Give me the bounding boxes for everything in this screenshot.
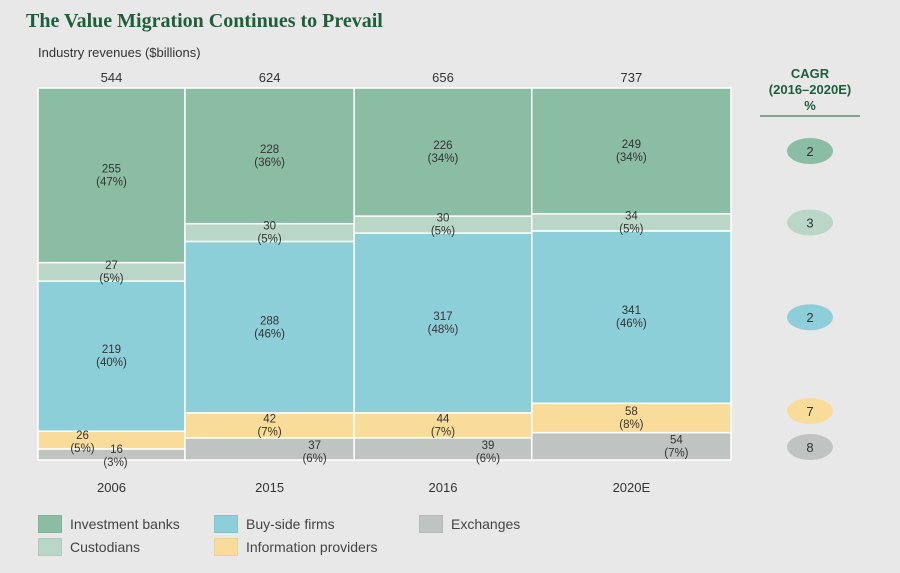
bar-segment [353,412,533,439]
data-label: 16 [110,444,123,456]
bar-segment [184,437,355,461]
legend-swatch [38,538,62,556]
legend: Investment banks Custodians Buy-side fir… [38,515,598,565]
data-label-pct: (7%) [664,448,688,460]
bar-segment [37,280,186,432]
data-label: 255 [102,163,121,175]
data-label-pct: (3%) [103,457,127,469]
column-total-label: 624 [259,70,281,85]
data-label: 228 [260,144,279,156]
data-label-pct: (7%) [431,426,455,438]
column-total-label: 656 [432,70,454,85]
data-label: 27 [105,260,118,272]
bar-segment [531,431,732,461]
cagr-value: 7 [806,404,813,419]
legend-swatch [38,515,62,533]
legend-label: Buy-side firms [246,516,335,532]
legend-item-custodians: Custodians [38,538,140,556]
chart-subtitle: Industry revenues ($billions) [38,45,201,60]
data-label: 58 [625,406,638,418]
legend-swatch [419,515,443,533]
data-label-pct: (40%) [96,357,127,369]
data-label-pct: (46%) [616,318,647,330]
column-total-label: 544 [101,70,123,85]
cagr-badge [787,434,833,460]
data-label-pct: (5%) [431,226,455,238]
x-tick-label: 2015 [255,480,284,495]
legend-label: Custodians [70,539,141,555]
data-label: 39 [482,440,495,452]
data-label-pct: (6%) [302,453,326,465]
legend-item-buy-side-firms: Buy-side firms [214,515,335,533]
data-label-pct: (47%) [96,176,127,188]
cagr-value: 3 [806,215,813,230]
data-label: 30 [437,213,450,225]
cagr-value: 8 [806,440,813,455]
legend-item-information-providers: Information providers [214,538,378,556]
bar-segment [531,402,732,434]
data-label: 42 [263,413,276,425]
cagr-badge [787,304,833,331]
data-label-pct: (34%) [616,152,647,164]
data-label: 37 [308,440,321,452]
data-label-pct: (8%) [619,419,643,431]
data-label: 249 [622,139,641,151]
cagr-badge [787,398,833,424]
data-label-pct: (36%) [254,157,285,169]
legend-label: Investment banks [70,516,180,532]
bar-segment [531,230,732,405]
column-total-label: 737 [621,70,643,85]
x-tick-label: 2020E [613,480,651,495]
data-label: 30 [263,221,276,233]
data-label-pct: (6%) [476,453,500,465]
cagr-header-line2: (2016–2020E) [769,82,851,97]
legend-swatch [214,515,238,533]
cagr-header-line1: CAGR [791,66,830,81]
bar-segment [353,232,533,414]
data-label-pct: (5%) [257,234,281,246]
data-label: 54 [670,435,683,447]
data-label: 288 [260,315,279,327]
data-label: 219 [102,344,121,356]
bar-segment [37,87,186,264]
data-label-pct: (7%) [257,426,281,438]
bar-segment [353,87,533,217]
data-label-pct: (48%) [428,324,459,336]
bar-segment [184,87,355,225]
data-label: 44 [437,413,450,425]
bar-segment [353,437,533,461]
data-label-pct: (5%) [99,273,123,285]
mekko-chart: 255(47%)27(5%)219(40%)26(5%) 16(3%)544200… [37,66,860,495]
data-label-pct: (5%) [70,443,94,455]
x-tick-label: 2016 [429,480,458,495]
data-label: 226 [433,140,452,152]
data-label-pct: (34%) [428,153,459,165]
data-label: 317 [433,311,452,323]
cagr-value: 2 [806,144,813,159]
cagr-value: 2 [806,310,813,325]
cagr-badge [787,209,833,236]
legend-label: Exchanges [451,516,521,532]
legend-item-exchanges: Exchanges [419,515,520,533]
legend-item-investment-banks: Investment banks [38,515,180,533]
legend-label: Information providers [246,539,378,555]
cagr-badge [787,138,833,164]
data-label-pct: (5%) [619,223,643,235]
data-label: 34 [625,210,638,222]
chart-title: The Value Migration Continues to Prevail [26,10,383,32]
data-label: 26 [76,430,89,442]
data-label: 341 [622,305,641,317]
data-label-pct: (46%) [254,328,285,340]
x-tick-label: 2006 [97,480,126,495]
cagr-header-line3: % [804,98,816,113]
bar-segment [531,87,732,215]
legend-swatch [214,538,238,556]
